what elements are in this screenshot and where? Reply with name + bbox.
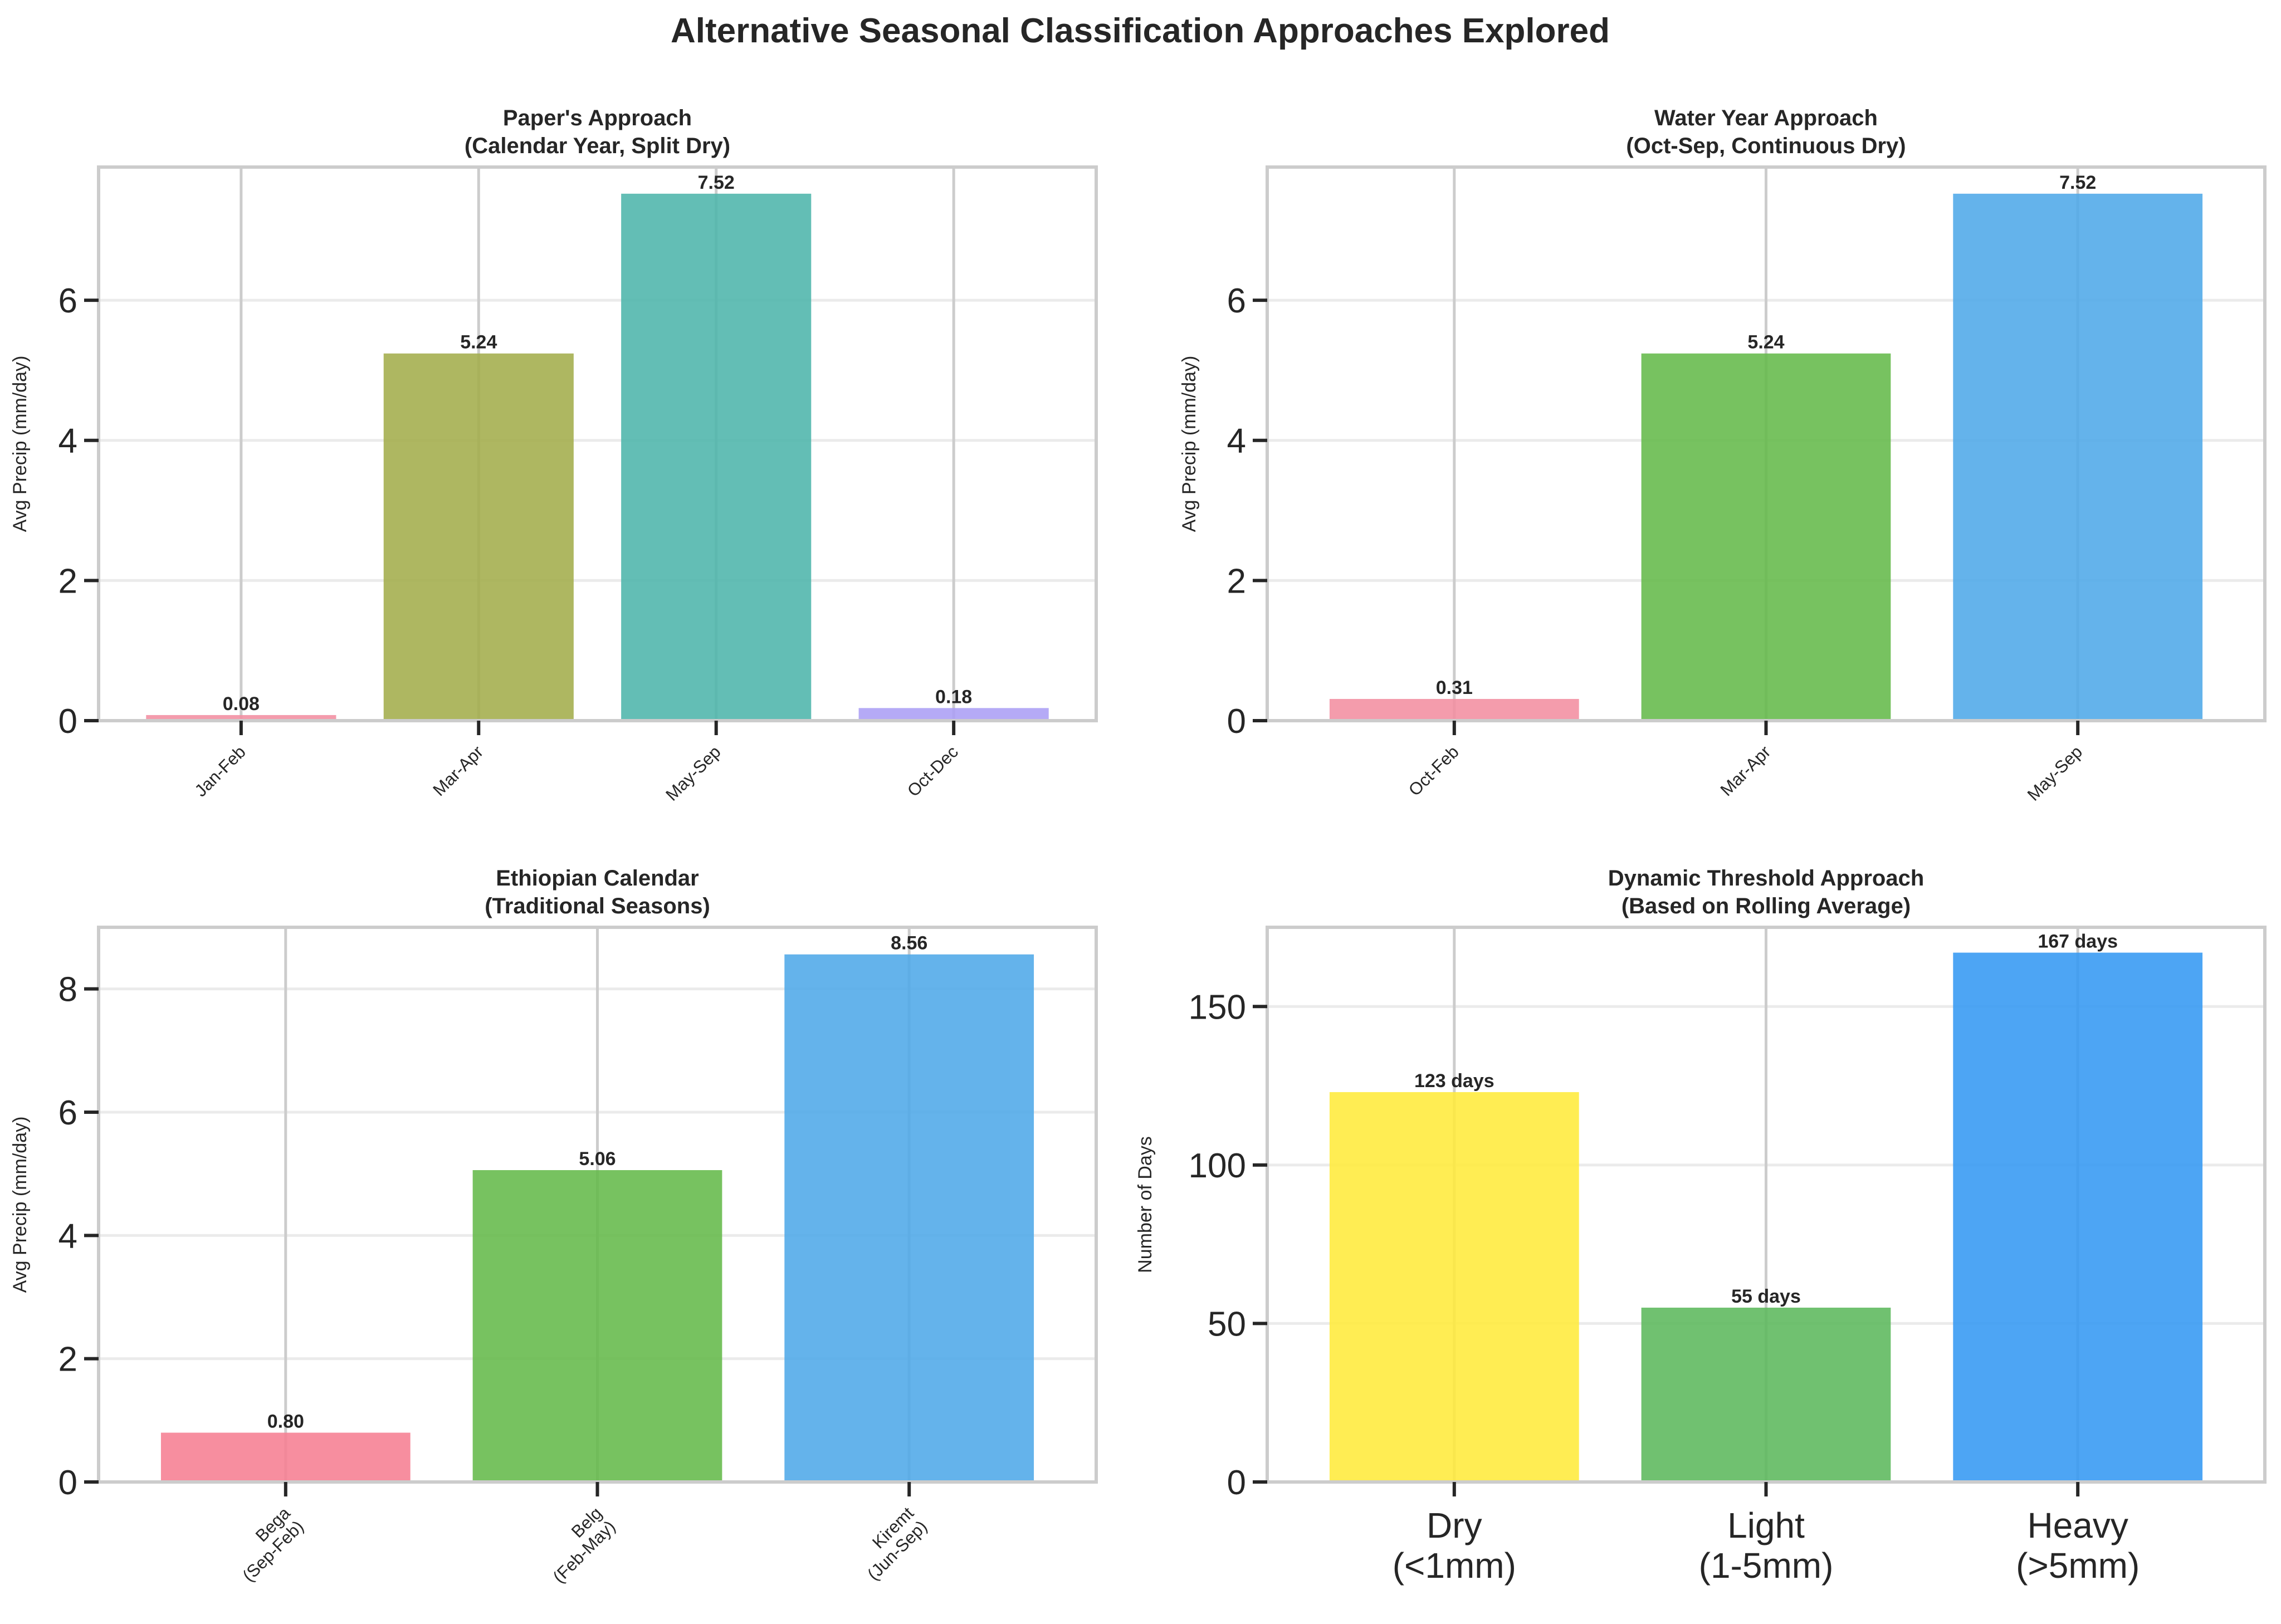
bar-value-label: 5.06 bbox=[579, 1148, 616, 1170]
subplot-3: Ethiopian Calendar (Traditional Seasons) 0… bbox=[9, 866, 1098, 1587]
subplot-title-line: (Calendar Year, Split Dry) bbox=[465, 134, 730, 158]
x-tick-label-line: Light bbox=[1727, 1505, 1805, 1545]
subplot-title-line: Dynamic Threshold Approach bbox=[1608, 866, 1925, 891]
bar bbox=[1329, 1092, 1579, 1482]
x-tick-label-line: Dry bbox=[1427, 1505, 1482, 1545]
subplot-2: Water Year Approach (Oct-Sep, Continuous … bbox=[1179, 106, 2267, 805]
subplot-4: Dynamic Threshold Approach (Based on Roll… bbox=[1135, 866, 2267, 1586]
y-tick-label: 100 bbox=[1189, 1147, 1246, 1185]
y-tick-label: 150 bbox=[1189, 988, 1246, 1026]
x-tick-label-line: Heavy bbox=[2027, 1505, 2128, 1545]
bar bbox=[146, 715, 336, 721]
subplot-title-line: (Based on Rolling Average) bbox=[1621, 894, 1911, 918]
y-tick-label: 50 bbox=[1208, 1305, 1246, 1343]
x-tick-label-line: (<1mm) bbox=[1393, 1545, 1516, 1586]
y-axis-label: Avg Precip (mm/day) bbox=[9, 356, 31, 532]
bar-value-label: 7.52 bbox=[698, 172, 735, 193]
y-tick-label: 6 bbox=[58, 282, 77, 320]
bar bbox=[1953, 193, 2203, 721]
bar bbox=[1953, 952, 2203, 1482]
subplot-title-line: Ethiopian Calendar bbox=[496, 866, 699, 891]
bar-value-label: 7.52 bbox=[2059, 172, 2096, 193]
y-tick-label: 0 bbox=[58, 702, 77, 741]
bar-value-label: 5.24 bbox=[1747, 332, 1784, 353]
bar bbox=[784, 954, 1034, 1482]
bar-value-label: 5.24 bbox=[460, 332, 497, 353]
y-tick-label: 6 bbox=[1227, 282, 1246, 320]
y-tick-label: 2 bbox=[58, 1341, 77, 1379]
y-tick-label: 0 bbox=[58, 1464, 77, 1502]
y-axis-label: Number of Days bbox=[1135, 1136, 1156, 1273]
bar-value-label: 0.08 bbox=[223, 693, 260, 715]
bar bbox=[621, 193, 812, 721]
y-axis-label: Avg Precip (mm/day) bbox=[1179, 356, 1200, 532]
figure-title: Alternative Seasonal Classification Appr… bbox=[671, 12, 1610, 50]
subplot-1: Paper's Approach (Calendar Year, Split Dr… bbox=[9, 106, 1098, 805]
y-tick-label: 6 bbox=[58, 1094, 77, 1132]
y-tick-label: 2 bbox=[58, 562, 77, 600]
bar bbox=[858, 708, 1049, 721]
bar-value-label: 0.31 bbox=[1436, 677, 1473, 698]
y-tick-label: 4 bbox=[58, 1217, 77, 1255]
subplots: Paper's Approach (Calendar Year, Split Dr… bbox=[9, 106, 2267, 1587]
bar bbox=[472, 1170, 722, 1482]
subplot-title-line: (Oct-Sep, Continuous Dry) bbox=[1626, 134, 1906, 158]
bar-value-label: 123 days bbox=[1414, 1070, 1494, 1092]
y-tick-label: 4 bbox=[1227, 422, 1246, 461]
y-tick-label: 0 bbox=[1227, 702, 1246, 741]
bar-value-label: 0.18 bbox=[935, 686, 972, 707]
bar-value-label: 8.56 bbox=[891, 933, 927, 954]
bar bbox=[383, 353, 574, 721]
axes-frame bbox=[97, 165, 1098, 722]
subplot-title-line: (Traditional Seasons) bbox=[485, 894, 710, 918]
subplot-title-line: Paper's Approach bbox=[503, 106, 692, 130]
bar bbox=[1329, 698, 1579, 721]
bar bbox=[160, 1432, 411, 1482]
bar bbox=[1641, 1307, 1891, 1482]
y-tick-label: 8 bbox=[58, 971, 77, 1009]
y-tick-label: 2 bbox=[1227, 562, 1246, 600]
y-tick-label: 0 bbox=[1227, 1464, 1246, 1502]
bar-value-label: 0.80 bbox=[267, 1411, 304, 1432]
x-tick-label-line: (>5mm) bbox=[2016, 1545, 2140, 1586]
y-axis-label: Avg Precip (mm/day) bbox=[9, 1117, 31, 1293]
bar-value-label: 167 days bbox=[2038, 931, 2118, 952]
y-tick-label: 4 bbox=[58, 422, 77, 461]
subplot-title-line: Water Year Approach bbox=[1654, 106, 1878, 130]
bar bbox=[1641, 353, 1891, 721]
x-tick-label-line: (1-5mm) bbox=[1699, 1545, 1834, 1586]
bar-value-label: 55 days bbox=[1731, 1286, 1801, 1307]
